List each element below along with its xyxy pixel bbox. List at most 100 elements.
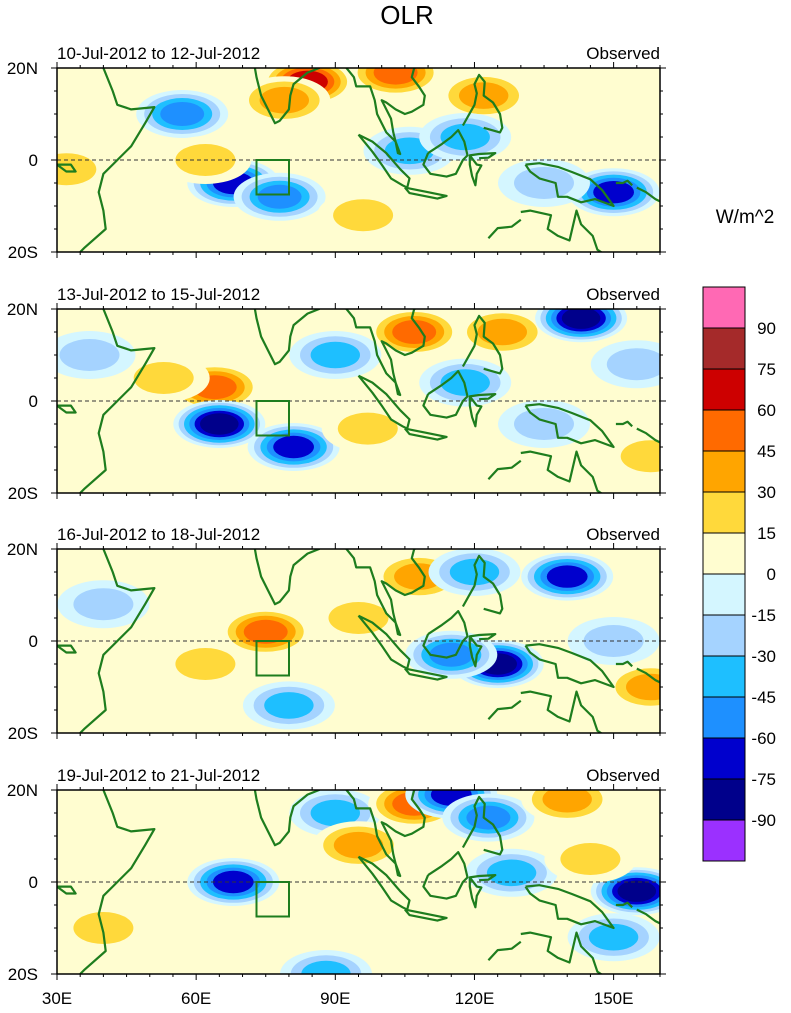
coastline — [404, 908, 448, 922]
colorbar: W/m^2 90 75 60 45 30 15 0 -15 -30 -45 -60 -75 -90 — [702, 207, 776, 862]
coastline — [487, 459, 522, 480]
anomaly-2-5 — [535, 309, 628, 343]
anomaly-2-2 — [117, 354, 210, 402]
panel-2: 20N 0 20S 13-Jul-2012 to 15-Jul-2012 Observe… — [7, 285, 666, 503]
colorbar-label: 75 — [757, 360, 776, 379]
contour-ring — [59, 339, 120, 371]
colorbar-cell — [702, 778, 746, 821]
colorbar-cell — [702, 573, 746, 616]
contour-ring — [337, 412, 398, 445]
colorbar-label: 45 — [757, 442, 776, 461]
x-tick-label: 150E — [594, 989, 634, 1008]
panel-3: 20N 0 20S 16-Jul-2012 to 18-Jul-2012 Observe… — [7, 525, 666, 743]
coastline — [345, 790, 426, 878]
anomaly-2-12 — [590, 340, 660, 389]
contour-ring — [620, 440, 660, 473]
contour-ring — [175, 648, 236, 680]
anomaly-3-13 — [335, 681, 428, 730]
contour-ring — [561, 309, 601, 329]
contour-ring — [477, 318, 527, 346]
coastline — [487, 940, 522, 961]
anomaly-3-2 — [159, 640, 252, 688]
coastline — [345, 68, 426, 156]
colorbar-label: 90 — [757, 319, 776, 338]
coastline — [468, 874, 497, 909]
y-tick-label: 0 — [29, 873, 38, 892]
coastline — [636, 427, 660, 444]
coastline — [468, 633, 497, 668]
coastline — [57, 163, 77, 173]
contour-ring — [328, 602, 389, 634]
coastline — [487, 699, 522, 720]
contour-ring — [588, 923, 639, 951]
coastlines — [57, 790, 660, 974]
coastline — [422, 129, 469, 178]
y-tick-label: 20N — [7, 781, 38, 800]
anomaly-2-4 — [456, 309, 549, 356]
colorbar-label: -45 — [751, 688, 776, 707]
coastline — [468, 152, 497, 187]
anomaly-4-13 — [544, 835, 637, 883]
contour-ring — [373, 68, 418, 85]
panel-period: 19-Jul-2012 to 21-Jul-2012 — [57, 766, 260, 785]
contour-ring — [514, 167, 574, 199]
panel-label: Observed — [586, 44, 660, 63]
contour-ring — [301, 960, 351, 974]
contour-ring — [606, 348, 660, 381]
colorbar-label: 30 — [757, 483, 776, 502]
coastline — [487, 218, 522, 239]
region-box — [255, 400, 290, 437]
coastline — [461, 795, 504, 856]
y-tick-label: 0 — [29, 392, 38, 411]
contour-ring — [73, 912, 134, 944]
contour-ring — [243, 619, 288, 644]
anomaly-1-2 — [238, 76, 331, 125]
coastline — [468, 393, 497, 428]
anomaly-1-3 — [349, 68, 442, 97]
contour-ring — [514, 408, 574, 440]
y-tick-label: 0 — [29, 632, 38, 651]
anomaly-4-11 — [280, 950, 372, 974]
anomaly-1-7 — [233, 172, 326, 221]
contour-ring — [57, 153, 97, 186]
contour-ring — [542, 790, 592, 813]
colorbar-cell — [702, 819, 746, 862]
anomaly-4-9 — [521, 790, 614, 824]
figure-title: OLR — [380, 0, 433, 30]
coastline — [57, 644, 77, 654]
coastline — [57, 404, 77, 414]
coastline — [422, 851, 469, 900]
coastline — [461, 314, 504, 375]
contour-ring — [310, 341, 360, 369]
colorbar-cell — [702, 450, 746, 493]
coastline — [615, 660, 633, 668]
anomaly-2-7 — [247, 423, 340, 471]
y-tick-label: 20S — [8, 965, 38, 984]
contour-ring — [546, 565, 588, 588]
colorbar-cell — [702, 614, 746, 657]
contour-ring — [560, 843, 621, 875]
anomaly-3-9 — [242, 681, 335, 730]
coastlines — [57, 309, 660, 493]
panel-period: 13-Jul-2012 to 15-Jul-2012 — [57, 285, 260, 304]
coastline — [520, 450, 603, 493]
panel-label: Observed — [586, 525, 660, 544]
coastline — [636, 908, 660, 925]
contour-ring — [335, 681, 428, 730]
coastline — [345, 549, 426, 637]
colorbar-label: -90 — [751, 811, 776, 830]
y-tick-label: 20S — [8, 243, 38, 262]
contour-ring — [73, 588, 134, 621]
colorbar-cell — [702, 655, 746, 698]
coastline — [404, 667, 448, 681]
coastline — [615, 420, 633, 428]
anomaly-2-13 — [604, 432, 660, 481]
anomaly-2-8 — [289, 331, 382, 379]
anomaly-1-9 — [419, 113, 512, 161]
coastline — [524, 643, 615, 689]
panel-1: 20N 0 20S 10-Jul-2012 to 12-Jul-2012 Observe… — [7, 44, 666, 262]
coastline — [404, 427, 448, 441]
contour-ring — [264, 692, 314, 719]
contour-ring — [160, 102, 205, 126]
